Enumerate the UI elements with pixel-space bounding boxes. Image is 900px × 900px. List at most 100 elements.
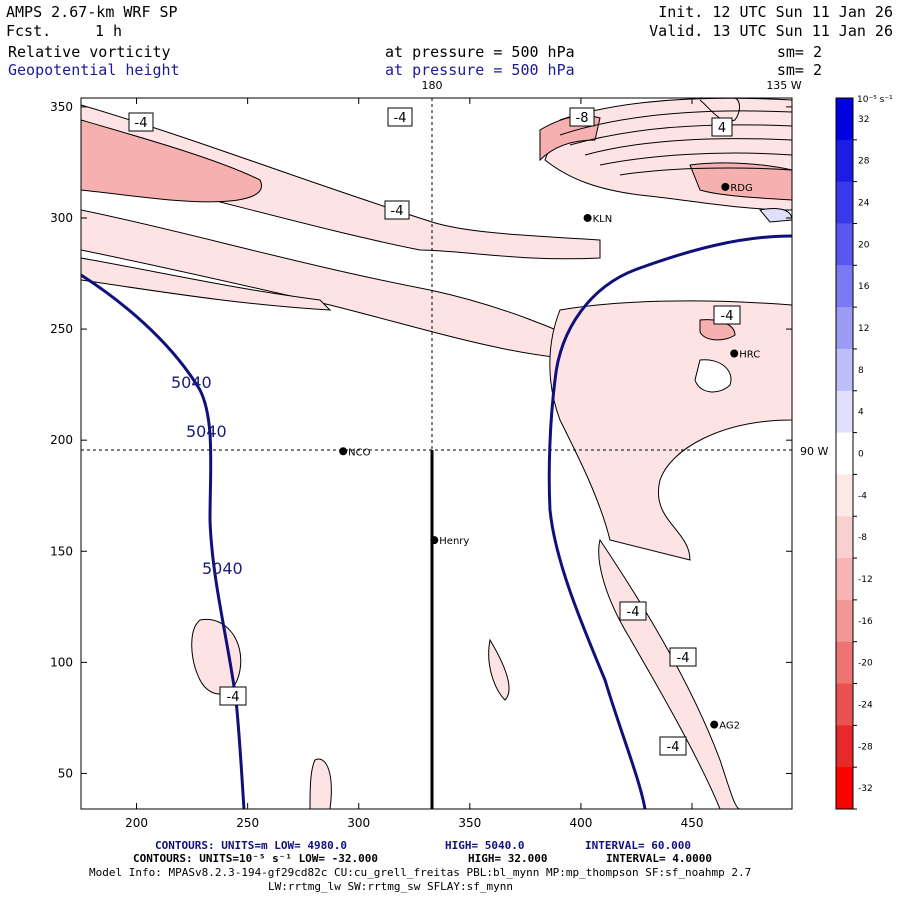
stations: NCO Henry KLN HRC RDG AG2 (339, 182, 760, 732)
vort-label: -4 (219, 686, 247, 706)
station-nco: NCO (339, 447, 371, 458)
footer-vort-contours: CONTOURS: UNITS=10⁻⁵ s⁻¹ LOW= -32.000 (133, 852, 378, 865)
footer-model-info-2: LW:rrtmg_lw SW:rrtmg_sw SFLAY:sf_mynn (268, 880, 513, 893)
x-tick-label: 250 (236, 816, 259, 830)
field2-level: at pressure = 500 hPa (385, 61, 575, 79)
station-marker (430, 536, 439, 545)
colorbar-segment (836, 139, 853, 183)
colorbar-tick-label: 20 (858, 240, 870, 250)
colorbar-tick-label: -28 (858, 742, 873, 752)
y-tick-label: 300 (50, 211, 73, 225)
svg-text:4: 4 (718, 121, 726, 136)
field1-smoothing: sm= 2 (777, 43, 822, 61)
vort-label: -4 (669, 647, 697, 667)
height-label: 5040 (186, 422, 227, 441)
init-time: Init. 12 UTC Sun 11 Jan 26 (658, 3, 893, 21)
colorbar-segment (836, 348, 853, 392)
y-tick-label: 350 (50, 100, 73, 114)
station-label: Henry (439, 536, 469, 547)
station-marker (583, 213, 592, 222)
colorbar-tick-label: 12 (858, 324, 869, 334)
colorbar-tick-label: -4 (858, 491, 867, 501)
y-tick-label: 100 (50, 655, 73, 669)
footer-model-info: Model Info: MPASv8.2.3-194-gf29cd82c CU:… (89, 866, 751, 879)
colorbar-tick-label: 32 (858, 115, 869, 125)
colorbar-tick-label: -32 (858, 784, 873, 794)
colorbar-segment (836, 558, 853, 601)
station-henry: Henry (430, 536, 469, 547)
parallel-label: 90 W (800, 445, 828, 458)
x-tick-label: 450 (681, 816, 704, 830)
svg-text:-4: -4 (677, 651, 690, 666)
station-label: AG2 (719, 721, 740, 732)
y-tick-label: 150 (50, 544, 73, 558)
colorbar-tick-label: 0 (858, 450, 864, 460)
station-marker (710, 720, 719, 729)
vort-label: -4 (659, 736, 687, 756)
colorbar-tick-label: 16 (858, 282, 870, 292)
valid-time: Valid. 13 UTC Sun 11 Jan 26 (649, 22, 893, 40)
colorbar-tick-label: 4 (858, 408, 864, 418)
station-hrc: HRC (730, 349, 760, 361)
vort-label: -4 (619, 601, 647, 621)
vort-label: -8 (569, 107, 595, 127)
height-label: 5040 (171, 373, 212, 392)
colorbar-tick-label: -8 (858, 533, 867, 543)
colorbar-segment (836, 223, 853, 266)
map-plot-area: NCO Henry KLN HRC RDG AG2 -4 -4 -4 -8 4 -4 -4… (81, 98, 792, 809)
field1-name: Relative vorticity (8, 43, 171, 61)
meridian-label-top: 180 (422, 79, 443, 92)
station-label: RDG (730, 183, 752, 194)
colorbar-segment (836, 641, 853, 685)
colorbar-segment (836, 683, 853, 726)
station-label: KLN (593, 214, 613, 225)
colorbar-segment (836, 265, 853, 308)
footer-vort-interval: INTERVAL= 4.0000 (606, 852, 712, 865)
axis-ticks: 200 250 300 350 400 450 350 300 250 200 150 100 50 (50, 98, 792, 830)
vort-label: 4 (711, 117, 733, 137)
field1-level: at pressure = 500 hPa (385, 43, 575, 61)
field2-name: Geopotential height (8, 61, 180, 79)
footer-height-interval: INTERVAL= 60.000 (585, 839, 691, 852)
colorbar-tick-label: -24 (858, 700, 873, 710)
colorbar-frame (835, 97, 854, 810)
station-label: NCO (348, 447, 370, 458)
colorbar-segment (836, 599, 853, 643)
height-label: 5040 (202, 559, 243, 578)
geopotential-contours (81, 234, 792, 809)
station-rdg: RDG (721, 182, 753, 194)
colorbar-segment (836, 516, 853, 559)
svg-text:-4: -4 (135, 116, 148, 131)
colorbar-segment (836, 307, 853, 350)
footer-height-high: HIGH= 5040.0 (445, 839, 524, 852)
model-title: AMPS 2.67-km WRF SP (6, 3, 178, 21)
forecast-value: 1 h (95, 22, 122, 40)
station-ag2: AG2 (710, 720, 740, 732)
svg-text:-4: -4 (721, 309, 734, 324)
vort-label: -4 (713, 305, 741, 325)
x-tick-label: 300 (347, 816, 370, 830)
colorbar-segment (836, 767, 853, 810)
colorbar-segment (836, 725, 853, 768)
station-marker (721, 182, 730, 191)
field2-smoothing: sm= 2 (777, 61, 822, 79)
colorbar-segment (836, 181, 853, 224)
svg-text:-4: -4 (667, 740, 680, 755)
colorbar-tick-label: 24 (858, 199, 870, 209)
x-tick-label: 400 (569, 816, 592, 830)
x-tick-label: 350 (458, 816, 481, 830)
svg-text:-8: -8 (576, 111, 589, 126)
vorticity-labels: -4 -4 -4 -8 4 -4 -4 -4 -4 -4 (128, 107, 741, 756)
colorbar-segment (836, 474, 853, 517)
station-marker (339, 447, 348, 456)
colorbar-segment (836, 390, 853, 434)
plot-frame (80, 97, 793, 810)
x-tick-label: 200 (125, 816, 148, 830)
colorbar-segment (836, 98, 853, 141)
svg-text:-4: -4 (394, 111, 407, 126)
station-label: HRC (739, 350, 760, 361)
colorbar: 32 28 24 20 16 12 8 4 0 -4 -8 -12 -16 -20 -24 -28 -32 (835, 97, 873, 810)
colorbar-tick-label: -16 (858, 617, 873, 627)
colorbar-tick-label: -12 (858, 575, 873, 585)
y-tick-label: 250 (50, 322, 73, 336)
